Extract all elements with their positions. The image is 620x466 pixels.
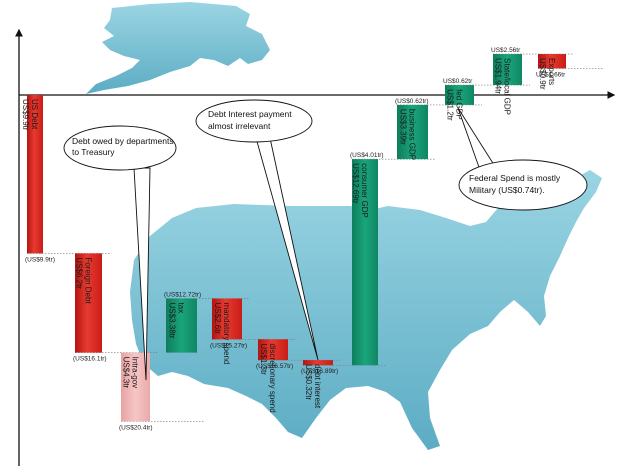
bar-value-intra-gov: US$4.3tr (122, 357, 131, 389)
callout-interest-line-2: almost irrelevant (208, 121, 271, 131)
bar-category-consumer-gdp: consumer GDP (360, 163, 369, 218)
running-total-exports: US$1.66tr (536, 71, 566, 78)
callout-military-line-2: Military (US$0.74tr). (469, 185, 545, 195)
bar-category-intra-gov: Intra-gov (131, 357, 140, 389)
bar-category-us-debt: US Debt (30, 99, 39, 130)
callout-interest: Debt Interest payment almost irrelevant (195, 99, 319, 361)
callout-treasury-line-1: Debt owed by departments (72, 136, 174, 146)
bar-value-exports: US$0.9tr (538, 58, 547, 90)
bar-business-gdp (397, 104, 428, 160)
bar-value-business-gdp: US$3.39tr (399, 109, 408, 145)
callout-military-bubble (458, 159, 588, 211)
bar-category-discretionary: discretionary spend (268, 343, 277, 412)
callout-military-line-1: Federal Spend is mostly (469, 173, 561, 183)
bar-exports (538, 54, 566, 69)
running-total-foreign-debt: (US$16.1tr) (73, 356, 107, 363)
bar-state-local-gdp (493, 54, 522, 86)
bar-category-state-local-gdp: State/local GDP (503, 58, 512, 115)
bar-mandatory (212, 298, 242, 340)
bar-discretionary (258, 339, 288, 361)
bar-value-fed-gdp: US$1.2tr (446, 89, 455, 121)
callout-treasury-line-2: to Treasury (72, 147, 115, 157)
bar-value-foreign-debt: US$6.2tr (75, 257, 84, 289)
bar-category-debt-interest: debt interest (313, 364, 322, 409)
bar-fed-gdp (445, 85, 474, 105)
bar-value-debt-interest: US$0.32tr (304, 364, 313, 400)
bar-value-tax: US$3.38tr (168, 303, 177, 339)
running-total-debt-interest: (US$16.89tr) (301, 368, 338, 375)
bar-category-exports: Exports (547, 58, 556, 85)
callout-interest-bubble (195, 99, 313, 143)
running-total-us-debt: (US$9.9tr) (25, 256, 55, 263)
bar-category-foreign-debt: Foreign Debt (84, 257, 93, 304)
bar-debt-interest (303, 360, 333, 366)
bar-category-fed-gdp: fed GDP (455, 89, 464, 120)
running-total-fed-gdp: US$0.62tr (443, 78, 473, 85)
bar-value-mandatory: US$2.6tr (213, 303, 222, 335)
running-total-mandatory: (US$15.27tr) (210, 342, 247, 349)
running-total-discretionary: (US$16.57tr) (256, 363, 293, 370)
bar-us-debt (27, 95, 43, 254)
bar-value-consumer-gdp: US$12.69tr (351, 163, 360, 204)
callout-interest-line-1: Debt Interest payment (208, 109, 292, 119)
running-total-state-local-gdp: US$2.56tr (491, 47, 521, 54)
bar-value-us-debt: US$9.9tr (21, 99, 30, 131)
bar-category-mandatory: mandatory spend (222, 303, 231, 365)
running-total-intra-gov: (US$20.4tr) (119, 424, 153, 431)
callout-treasury-bubble (63, 125, 177, 171)
bar-value-discretionary: US$1.3tr (259, 343, 268, 375)
callout-military-pointer (457, 107, 497, 171)
alaska-map-shape (86, 2, 270, 94)
running-total-business-gdp: (US$0.62tr) (395, 98, 429, 105)
bar-value-state-local-gdp: US$1.94tr (494, 58, 503, 94)
bar-tax (166, 298, 197, 353)
callout-treasury: Debt owed by departments to Treasury (63, 125, 177, 381)
bar-category-business-gdp: business GDP (408, 109, 417, 160)
callout-military: Federal Spend is mostly Military (US$0.7… (457, 107, 588, 211)
running-total-tax: (US$12.72tr) (164, 292, 201, 299)
running-total-consumer-gdp: (US$4.01tr) (350, 152, 384, 159)
bar-category-tax: tax (177, 303, 186, 314)
bar-consumer-gdp (352, 159, 378, 366)
bar-foreign-debt (75, 253, 102, 353)
